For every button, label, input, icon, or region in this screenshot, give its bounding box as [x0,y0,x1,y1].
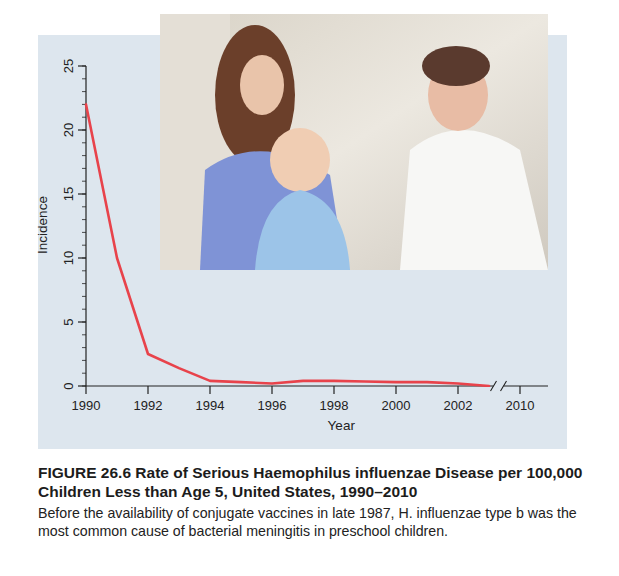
photo-face [240,55,284,115]
y-tick-label: 20 [61,123,76,137]
y-tick [78,385,86,386]
y-minor-tick [82,168,86,169]
photo-baby-body [255,190,350,270]
x-tick [519,386,520,394]
y-tick [78,65,86,66]
y-minor-tick [82,219,86,220]
y-tick [78,321,86,322]
x-tick-label: 1996 [258,398,287,413]
caption-body: Before the availability of conjugate vac… [38,504,583,540]
photo [160,14,548,270]
y-axis [85,66,86,386]
y-minor-tick [82,347,86,348]
x-tick [395,386,396,394]
y-tick-label: 0 [61,382,76,389]
y-tick [78,257,86,258]
x-tick-label: 2000 [382,398,411,413]
x-tick-label: 1998 [320,398,349,413]
y-minor-tick [82,360,86,361]
axis-break [491,381,497,391]
axis-break [501,381,507,391]
y-minor-tick [82,142,86,143]
y-minor-tick [82,334,86,335]
y-minor-tick [82,78,86,79]
x-tick-label: 2002 [444,398,473,413]
x-axis-label: Year [328,418,356,433]
photo-baby-face [270,128,330,192]
x-tick [85,386,86,394]
x-tick-label: 2010 [506,398,535,413]
x-tick [457,386,458,394]
x-axis [86,385,494,386]
photo-doctor-hair [422,46,490,86]
x-tick [271,386,272,394]
x-tick-label: 1992 [134,398,163,413]
x-tick [209,386,210,394]
x-tick [147,386,148,394]
y-minor-tick [82,206,86,207]
x-axis [504,385,549,386]
y-tick-label: 10 [61,251,76,265]
y-minor-tick [82,309,86,310]
photo-frame [160,14,548,270]
y-minor-tick [82,117,86,118]
caption-title: FIGURE 26.6 Rate of Serious Haemophilus … [38,463,583,501]
y-axis-label: Incidence [35,196,50,254]
y-minor-tick [82,91,86,92]
y-minor-tick [82,245,86,246]
y-tick-label: 15 [61,187,76,201]
y-minor-tick [82,270,86,271]
photo-coat [400,130,548,270]
x-tick-label: 1994 [196,398,225,413]
y-minor-tick [82,181,86,182]
y-minor-tick [82,373,86,374]
y-tick-label: 25 [61,59,76,73]
x-tick-label: 1990 [72,398,101,413]
y-minor-tick [82,296,86,297]
y-minor-tick [82,283,86,284]
y-tick [78,193,86,194]
y-tick-label: 5 [61,318,76,325]
y-tick [78,129,86,130]
x-tick [333,386,334,394]
y-minor-tick [82,232,86,233]
y-minor-tick [82,155,86,156]
